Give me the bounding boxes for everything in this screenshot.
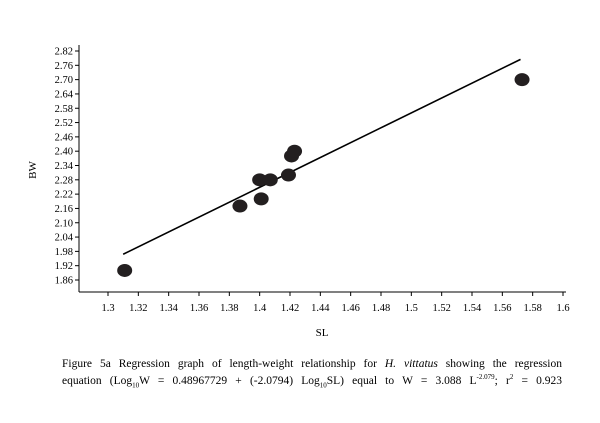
regression-line <box>122 58 521 255</box>
caption-log-base-2: 10 <box>319 381 327 390</box>
x-tick-label: 1.36 <box>190 303 208 314</box>
y-tick-label: 2.76 <box>55 61 73 72</box>
caption-suffix: showing the regression <box>437 358 562 370</box>
y-tick-label: 2.28 <box>55 175 73 186</box>
caption-species: H. vittatus <box>384 358 438 370</box>
chart-axes <box>78 45 566 293</box>
y-tick-label: 2.04 <box>55 233 74 244</box>
caption-exponent: -2.079 <box>476 373 495 382</box>
x-tick-label: 1.3 <box>101 303 114 314</box>
y-tick-label: 1.92 <box>55 261 73 272</box>
scatter-chart: 1.86 1.92 1.98 2.04 2.10 2.16 2.22 2.28 2.34 2.40… <box>27 45 570 339</box>
data-point <box>262 173 278 187</box>
y-tick-label: 2.70 <box>55 75 73 86</box>
y-tick-label: 1.86 <box>55 276 73 287</box>
x-tick-label: 1.48 <box>372 303 390 314</box>
y-tick-label: 2.46 <box>55 132 73 143</box>
y-tick-label: 1.98 <box>55 247 73 258</box>
x-tick-label: 1.6 <box>556 303 569 314</box>
x-tick-label: 1.58 <box>523 303 541 314</box>
data-point <box>117 263 133 277</box>
y-tick-label: 2.34 <box>55 161 74 172</box>
x-tick-label: 1.54 <box>463 303 482 314</box>
caption-equation-mid-2: SL) equal to W = 3.088 L <box>326 375 477 387</box>
x-tick-label: 1.5 <box>405 303 418 314</box>
x-tick-label: 1.34 <box>159 303 178 314</box>
y-tick-label: 2.58 <box>55 104 73 115</box>
x-tick-label: 1.38 <box>220 303 238 314</box>
caption-log-base-1: 10 <box>132 381 140 390</box>
data-point <box>287 144 303 158</box>
y-tick-label: 2.64 <box>55 89 74 100</box>
figure-caption: Figure 5a Regression graph of length-wei… <box>62 356 562 390</box>
caption-r-label: ; r <box>494 375 510 387</box>
caption-equation-mid-1: W = 0.48967729 + (-2.0794) Log <box>139 375 320 387</box>
caption-equation-open: equation (Log <box>62 375 133 387</box>
data-point <box>232 199 248 213</box>
y-tick-label: 2.82 <box>55 47 73 58</box>
y-tick-label: 2.16 <box>55 204 73 215</box>
caption-prefix: Figure 5a Regression graph of length-wei… <box>62 358 385 370</box>
caption-r-power: 2 <box>509 373 514 382</box>
y-axis-ticks: 1.86 1.92 1.98 2.04 2.10 2.16 2.22 2.28 2.34 2.40… <box>55 47 79 287</box>
y-tick-label: 2.40 <box>55 147 73 158</box>
y-tick-label: 2.52 <box>55 118 73 129</box>
y-tick-label: 2.22 <box>55 190 73 201</box>
x-tick-label: 1.44 <box>311 303 330 314</box>
caption-r-value: = 0.923 <box>513 375 562 387</box>
x-axis-label: SL <box>316 327 329 339</box>
data-series <box>117 58 530 277</box>
x-axis-ticks: 1.3 1.32 1.34 1.36 1.38 1.4 1.42 1.44 1.46 1.48 1.… <box>101 292 570 314</box>
y-axis-label: BW <box>27 161 39 179</box>
data-point <box>280 168 296 182</box>
data-point <box>252 173 268 187</box>
x-tick-label: 1.52 <box>432 303 450 314</box>
x-tick-label: 1.4 <box>253 303 267 314</box>
x-tick-label: 1.56 <box>493 303 511 314</box>
x-tick-label: 1.42 <box>281 303 299 314</box>
y-tick-label: 2.10 <box>55 218 73 229</box>
data-point <box>514 73 530 87</box>
x-tick-label: 1.32 <box>129 303 147 314</box>
x-tick-label: 1.46 <box>341 303 359 314</box>
data-point <box>253 192 269 206</box>
